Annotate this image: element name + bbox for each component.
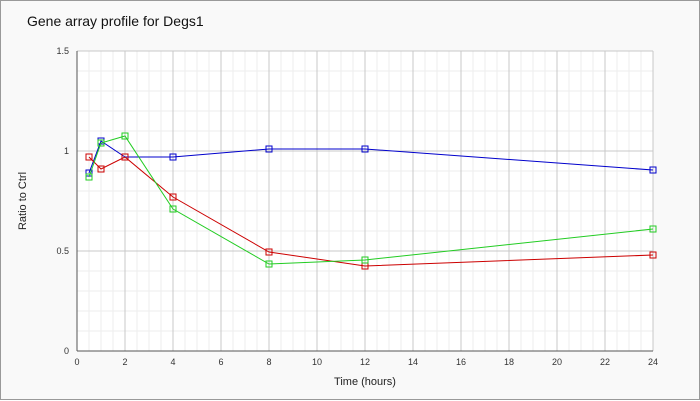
y-tick-label: 0 [64, 346, 69, 356]
y-tick-label: 1 [64, 146, 69, 156]
data-point-marker[interactable] [85, 173, 93, 181]
x-tick-label: 20 [552, 357, 562, 367]
data-point-marker[interactable] [169, 153, 177, 161]
x-tick-label: 4 [170, 357, 175, 367]
data-point-marker[interactable] [85, 153, 93, 161]
data-point-marker[interactable] [361, 256, 369, 264]
data-point-marker[interactable] [97, 165, 105, 173]
data-point-marker[interactable] [265, 248, 273, 256]
data-point-marker[interactable] [121, 132, 129, 140]
data-point-marker[interactable] [169, 205, 177, 213]
data-point-marker[interactable] [649, 166, 657, 174]
data-point-marker[interactable] [265, 145, 273, 153]
series-2 [85, 153, 657, 270]
series-layer [85, 132, 657, 270]
series-line [88, 140, 654, 174]
data-point-marker[interactable] [121, 153, 129, 161]
chart-title: Gene array profile for Degs1 [27, 13, 204, 29]
data-point-marker[interactable] [649, 225, 657, 233]
data-point-marker[interactable] [649, 251, 657, 259]
data-point-marker[interactable] [361, 145, 369, 153]
axes [76, 51, 653, 352]
x-tick-label: 12 [360, 357, 370, 367]
x-tick-label: 22 [600, 357, 610, 367]
data-point-marker[interactable] [97, 139, 105, 147]
y-axis-label: Ratio to Ctrl [17, 172, 29, 230]
x-tick-label: 14 [408, 357, 418, 367]
x-tick-label: 10 [312, 357, 322, 367]
x-tick-label: 6 [218, 357, 223, 367]
x-tick-label: 16 [456, 357, 466, 367]
x-tick-label: 18 [504, 357, 514, 367]
series-3 [85, 132, 657, 268]
series-line [88, 135, 654, 265]
x-tick-label: 8 [266, 357, 271, 367]
x-tick-label: 2 [122, 357, 127, 367]
x-axis-label: Time (hours) [334, 376, 396, 388]
data-point-marker[interactable] [169, 193, 177, 201]
x-tick-label: 24 [648, 357, 658, 367]
x-tick-label: 0 [74, 357, 79, 367]
y-tick-label: 0.5 [56, 246, 69, 256]
y-tick-label: 1.5 [56, 46, 69, 56]
series-line [88, 156, 654, 267]
data-point-marker[interactable] [265, 260, 273, 268]
